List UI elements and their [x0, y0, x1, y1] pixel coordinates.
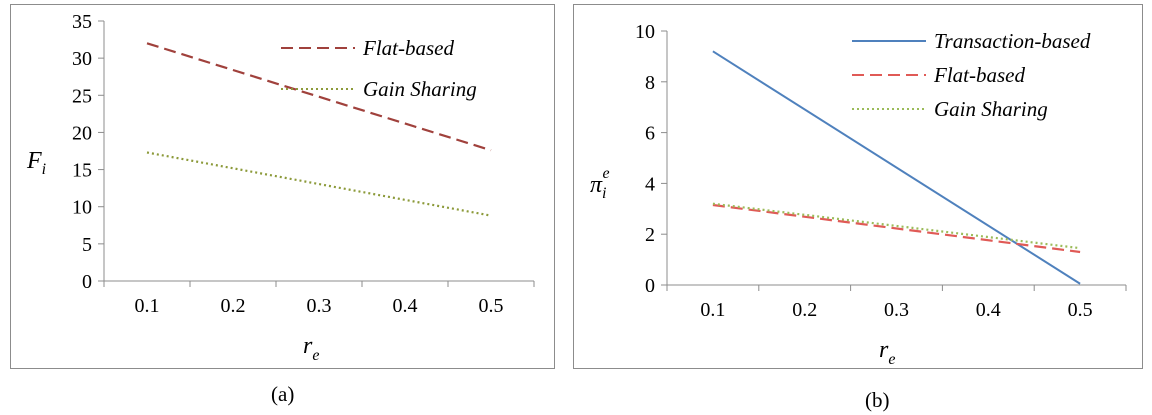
chart-b-series-line-2	[712, 202, 1081, 250]
chart-b-x-tick-label: 0.4	[976, 299, 1001, 321]
chart-b-legend-label-0: Transaction-based	[934, 29, 1091, 53]
chart-b-series-line-1	[712, 203, 1081, 254]
chart-a-x-tick-label: 0.1	[135, 295, 160, 317]
chart-b-y-tick-label: 10	[635, 21, 655, 43]
chart-b-x-axis-title: re	[879, 337, 895, 368]
chart-a-svg: 0 5 10 15 20 25 30 35 0.1 0.2 0.3 0.4 0.5 Flat-based G…	[26, 11, 535, 364]
chart-a-y-tick-label: 35	[72, 11, 92, 33]
chart-b-y-tick-label: 0	[645, 275, 655, 297]
chart-a-y-tick-label: 0	[82, 271, 92, 293]
chart-b-y-tick-label: 6	[645, 123, 655, 145]
chart-b-y-tick-label: 2	[645, 224, 655, 246]
chart-a-x-axis-title: re	[303, 333, 319, 364]
chart-a-x-tick-label: 0.2	[221, 295, 246, 317]
chart-a-y-tick-label: 15	[72, 160, 92, 182]
chart-b-y-tick-label: 8	[645, 72, 655, 94]
chart-b-y-axis-title: πie	[590, 165, 610, 202]
chart-b-x-tick-label: 0.2	[792, 299, 817, 321]
chart-b-series-line-0	[712, 50, 1081, 285]
chart-a-y-axis-title: Fi	[26, 148, 46, 178]
caption-a: (a)	[271, 382, 295, 406]
chart-a-y-tick-label: 25	[72, 85, 92, 107]
chart-b-x-tick-label: 0.1	[700, 299, 725, 321]
chart-a-y-tick-label: 30	[72, 48, 92, 70]
chart-panel-a: 0 5 10 15 20 25 30 35 0.1 0.2 0.3 0.4 0.5 Flat-based G…	[10, 4, 555, 369]
chart-a-series-line-1	[146, 151, 492, 217]
chart-panel-b: 0 2 4 6 8 10 0.1 0.2 0.3 0.4 0.5 Transaction-based F…	[573, 4, 1143, 369]
chart-a-y-tick-label: 20	[72, 122, 92, 144]
chart-a-y-tick-label: 10	[72, 197, 92, 219]
chart-a-legend-label-0: Flat-based	[362, 36, 454, 60]
chart-a-legend-label-1: Gain Sharing	[363, 77, 477, 101]
chart-a-y-tick-label: 5	[82, 234, 92, 256]
chart-b-svg: 0 2 4 6 8 10 0.1 0.2 0.3 0.4 0.5 Transaction-based F…	[590, 21, 1127, 368]
chart-a-series-line-0	[146, 42, 492, 152]
chart-b-x-tick-label: 0.5	[1068, 299, 1093, 321]
chart-b-y-tick-label: 4	[645, 173, 655, 195]
chart-b-x-tick-label: 0.3	[884, 299, 909, 321]
chart-b-legend-label-1: Flat-based	[933, 63, 1025, 87]
chart-a-x-tick-label: 0.5	[479, 295, 504, 317]
chart-a-x-tick-label: 0.3	[307, 295, 332, 317]
chart-b-legend-label-2: Gain Sharing	[934, 97, 1048, 121]
caption-b: (b)	[865, 388, 890, 412]
chart-a-x-tick-label: 0.4	[393, 295, 418, 317]
